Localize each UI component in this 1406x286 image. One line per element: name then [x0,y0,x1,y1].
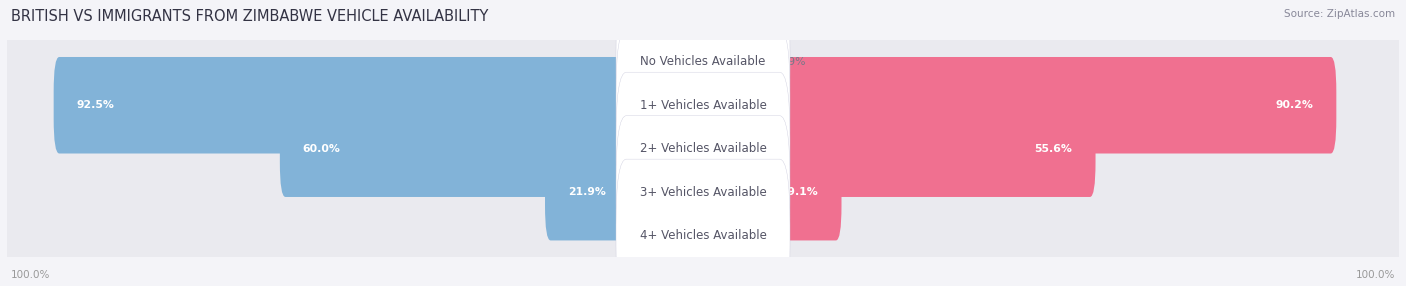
Text: 60.0%: 60.0% [302,144,340,154]
Text: 4+ Vehicles Available: 4+ Vehicles Available [640,229,766,242]
Text: 19.1%: 19.1% [780,187,818,197]
FancyBboxPatch shape [616,29,790,182]
FancyBboxPatch shape [280,100,709,197]
Text: 1+ Vehicles Available: 1+ Vehicles Available [640,99,766,112]
FancyBboxPatch shape [697,100,1095,197]
FancyBboxPatch shape [616,0,790,138]
Text: 9.9%: 9.9% [779,57,807,67]
FancyBboxPatch shape [616,72,790,225]
Text: 92.5%: 92.5% [76,100,114,110]
Text: 2+ Vehicles Available: 2+ Vehicles Available [640,142,766,155]
FancyBboxPatch shape [0,0,1406,131]
FancyBboxPatch shape [546,144,709,241]
Text: 21.9%: 21.9% [568,187,606,197]
FancyBboxPatch shape [0,36,1406,174]
Text: BRITISH VS IMMIGRANTS FROM ZIMBABWE VEHICLE AVAILABILITY: BRITISH VS IMMIGRANTS FROM ZIMBABWE VEHI… [11,9,489,23]
FancyBboxPatch shape [0,166,1406,286]
Text: 100.0%: 100.0% [1355,270,1395,280]
FancyBboxPatch shape [697,187,751,284]
FancyBboxPatch shape [616,116,790,269]
Text: 3+ Vehicles Available: 3+ Vehicles Available [640,186,766,199]
Text: 90.2%: 90.2% [1275,100,1313,110]
Text: 55.6%: 55.6% [1035,144,1073,154]
Text: 7.2%: 7.2% [619,231,645,241]
FancyBboxPatch shape [0,123,1406,261]
Text: 6.0%: 6.0% [752,231,779,241]
FancyBboxPatch shape [0,80,1406,218]
FancyBboxPatch shape [647,187,709,284]
Text: 7.6%: 7.6% [616,57,643,67]
FancyBboxPatch shape [697,57,1336,154]
FancyBboxPatch shape [697,144,842,241]
FancyBboxPatch shape [53,57,709,154]
FancyBboxPatch shape [616,159,790,286]
FancyBboxPatch shape [644,13,709,110]
Text: No Vehicles Available: No Vehicles Available [640,55,766,68]
Text: 100.0%: 100.0% [11,270,51,280]
Text: Source: ZipAtlas.com: Source: ZipAtlas.com [1284,9,1395,19]
FancyBboxPatch shape [697,13,778,110]
